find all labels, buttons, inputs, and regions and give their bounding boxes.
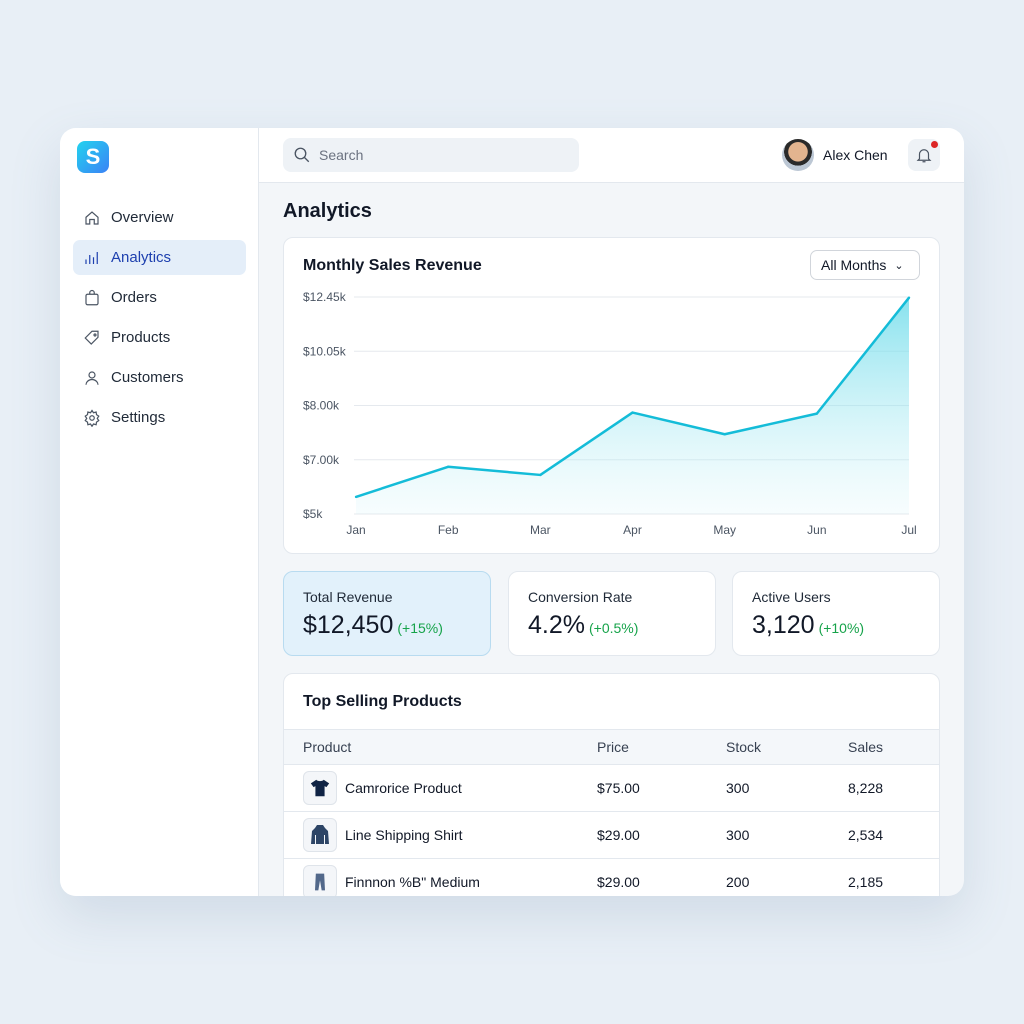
home-icon xyxy=(85,210,99,225)
tshirt-icon xyxy=(303,771,337,805)
sidebar-item-analytics[interactable]: Analytics xyxy=(73,240,246,275)
table-header: Product Price Stock Sales xyxy=(284,729,939,765)
table-title: Top Selling Products xyxy=(303,693,462,710)
sidebar-item-overview[interactable]: Overview xyxy=(73,200,246,235)
product-sales: 8,228 xyxy=(848,780,884,796)
user-name: Alex Chen xyxy=(823,147,888,163)
product-sales: 2,185 xyxy=(848,874,884,890)
stat-label: Conversion Rate xyxy=(528,589,633,605)
sidebar-item-label: Overview xyxy=(111,209,174,226)
stat-delta: (+10%) xyxy=(818,620,865,636)
dropdown-value: All Months xyxy=(821,257,887,273)
stat-card-active-users: Active Users 3,120 (+10%) xyxy=(732,571,940,656)
table-row[interactable]: Camrorice Product $75.00 300 8,228 xyxy=(284,765,939,812)
sidebar-item-customers[interactable]: Customers xyxy=(73,360,246,395)
top-bar: Search Alex Chen xyxy=(259,128,964,183)
column-header-stock[interactable]: Stock xyxy=(726,739,762,755)
y-tick-label: $12.45k xyxy=(303,290,347,304)
product-name: Line Shipping Shirt xyxy=(345,827,463,843)
search-placeholder: Search xyxy=(319,147,364,163)
sidebar-item-settings[interactable]: Settings xyxy=(73,400,246,435)
app-window: S Overview Analytics Orders Products Cus… xyxy=(60,128,964,896)
sidebar-item-label: Analytics xyxy=(111,249,172,266)
x-tick-label: Jan xyxy=(346,523,365,537)
x-tick-label: Jun xyxy=(807,523,826,537)
data-point xyxy=(539,473,542,477)
search-input[interactable]: Search xyxy=(283,138,579,172)
sidebar-item-label: Customers xyxy=(111,369,184,386)
page-title: Analytics xyxy=(283,200,372,222)
x-tick-label: Mar xyxy=(530,523,551,537)
chart-title: Monthly Sales Revenue xyxy=(303,257,482,274)
data-point xyxy=(815,412,819,415)
y-tick-label: $7.00k xyxy=(303,453,340,467)
column-header-price[interactable]: Price xyxy=(597,739,629,755)
stat-delta: (+0.5%) xyxy=(588,620,639,636)
sidebar-item-orders[interactable]: Orders xyxy=(73,280,246,315)
y-tick-label: $8.00k xyxy=(303,399,340,413)
column-header-sales[interactable]: Sales xyxy=(848,739,884,755)
x-tick-label: Apr xyxy=(623,523,642,537)
product-name: Camrorice Product xyxy=(345,780,462,796)
stat-label: Total Revenue xyxy=(303,589,393,605)
stat-value: 4.2% xyxy=(528,611,585,639)
stat-value: $12,450 xyxy=(303,611,394,639)
bell-icon xyxy=(916,149,932,163)
stat-value: 3,120 xyxy=(752,611,815,639)
sidebar-item-products[interactable]: Products xyxy=(73,320,246,355)
avatar xyxy=(782,139,814,171)
month-filter-dropdown[interactable]: All Months ⌄ xyxy=(810,250,920,280)
chart-card: Monthly Sales Revenue All Months ⌄ $5k $7.… xyxy=(283,237,940,554)
shopping-bag-icon xyxy=(85,289,99,305)
pants-icon xyxy=(303,865,337,896)
chevron-down-icon: ⌄ xyxy=(894,259,904,272)
x-tick-label: Jul xyxy=(901,523,916,537)
x-tick-label: May xyxy=(713,523,736,537)
sidebar-item-label: Products xyxy=(111,329,171,346)
data-point xyxy=(354,495,358,499)
product-sales: 2,534 xyxy=(848,827,884,843)
product-name: Finnnon %B" Medium xyxy=(345,874,480,890)
table-row[interactable]: Finnnon %B" Medium $29.00 200 2,185 xyxy=(284,859,939,896)
bar-chart-icon xyxy=(85,251,98,264)
product-price: $75.00 xyxy=(597,780,640,796)
sidebar-item-label: Orders xyxy=(111,289,157,306)
notifications-button[interactable] xyxy=(908,139,940,171)
data-point xyxy=(631,411,634,414)
y-tick-label: $10.05k xyxy=(303,344,347,358)
y-tick-label: $5k xyxy=(303,507,323,521)
hoodie-icon xyxy=(303,818,337,852)
user-menu[interactable]: Alex Chen xyxy=(782,139,888,171)
sidebar-nav: Overview Analytics Orders Products Custo… xyxy=(73,200,246,440)
area-fill xyxy=(356,297,909,514)
stat-delta: (+15%) xyxy=(397,620,443,636)
product-stock: 200 xyxy=(726,874,750,890)
stat-card-conversion-rate: Conversion Rate 4.2% (+0.5%) xyxy=(508,571,716,656)
sidebar: S Overview Analytics Orders Products Cus… xyxy=(60,128,259,896)
data-point xyxy=(446,465,450,469)
column-header-product[interactable]: Product xyxy=(303,739,352,755)
user-icon xyxy=(85,370,99,385)
sidebar-item-label: Settings xyxy=(111,409,166,426)
x-tick-label: Feb xyxy=(438,523,459,537)
top-products-table: Top Selling Products Product Price Stock… xyxy=(283,673,940,896)
notification-dot xyxy=(931,141,938,148)
gear-icon xyxy=(84,408,100,427)
product-stock: 300 xyxy=(726,780,750,796)
data-point xyxy=(907,296,911,299)
tag-icon xyxy=(84,330,99,345)
stat-label: Active Users xyxy=(752,589,831,605)
product-price: $29.00 xyxy=(597,827,640,843)
product-stock: 300 xyxy=(726,827,750,843)
data-point xyxy=(723,433,726,436)
product-price: $29.00 xyxy=(597,874,640,890)
search-icon xyxy=(294,147,310,163)
stat-card-total-revenue: Total Revenue $12,450 (+15%) xyxy=(283,571,491,656)
sales-chart: $5k $7.00k $8.00k $10.05k $12.45k Jan Feb Mar Ap… xyxy=(303,290,917,537)
app-logo[interactable]: S xyxy=(77,141,109,173)
table-row[interactable]: Line Shipping Shirt $29.00 300 2,534 xyxy=(284,812,939,859)
